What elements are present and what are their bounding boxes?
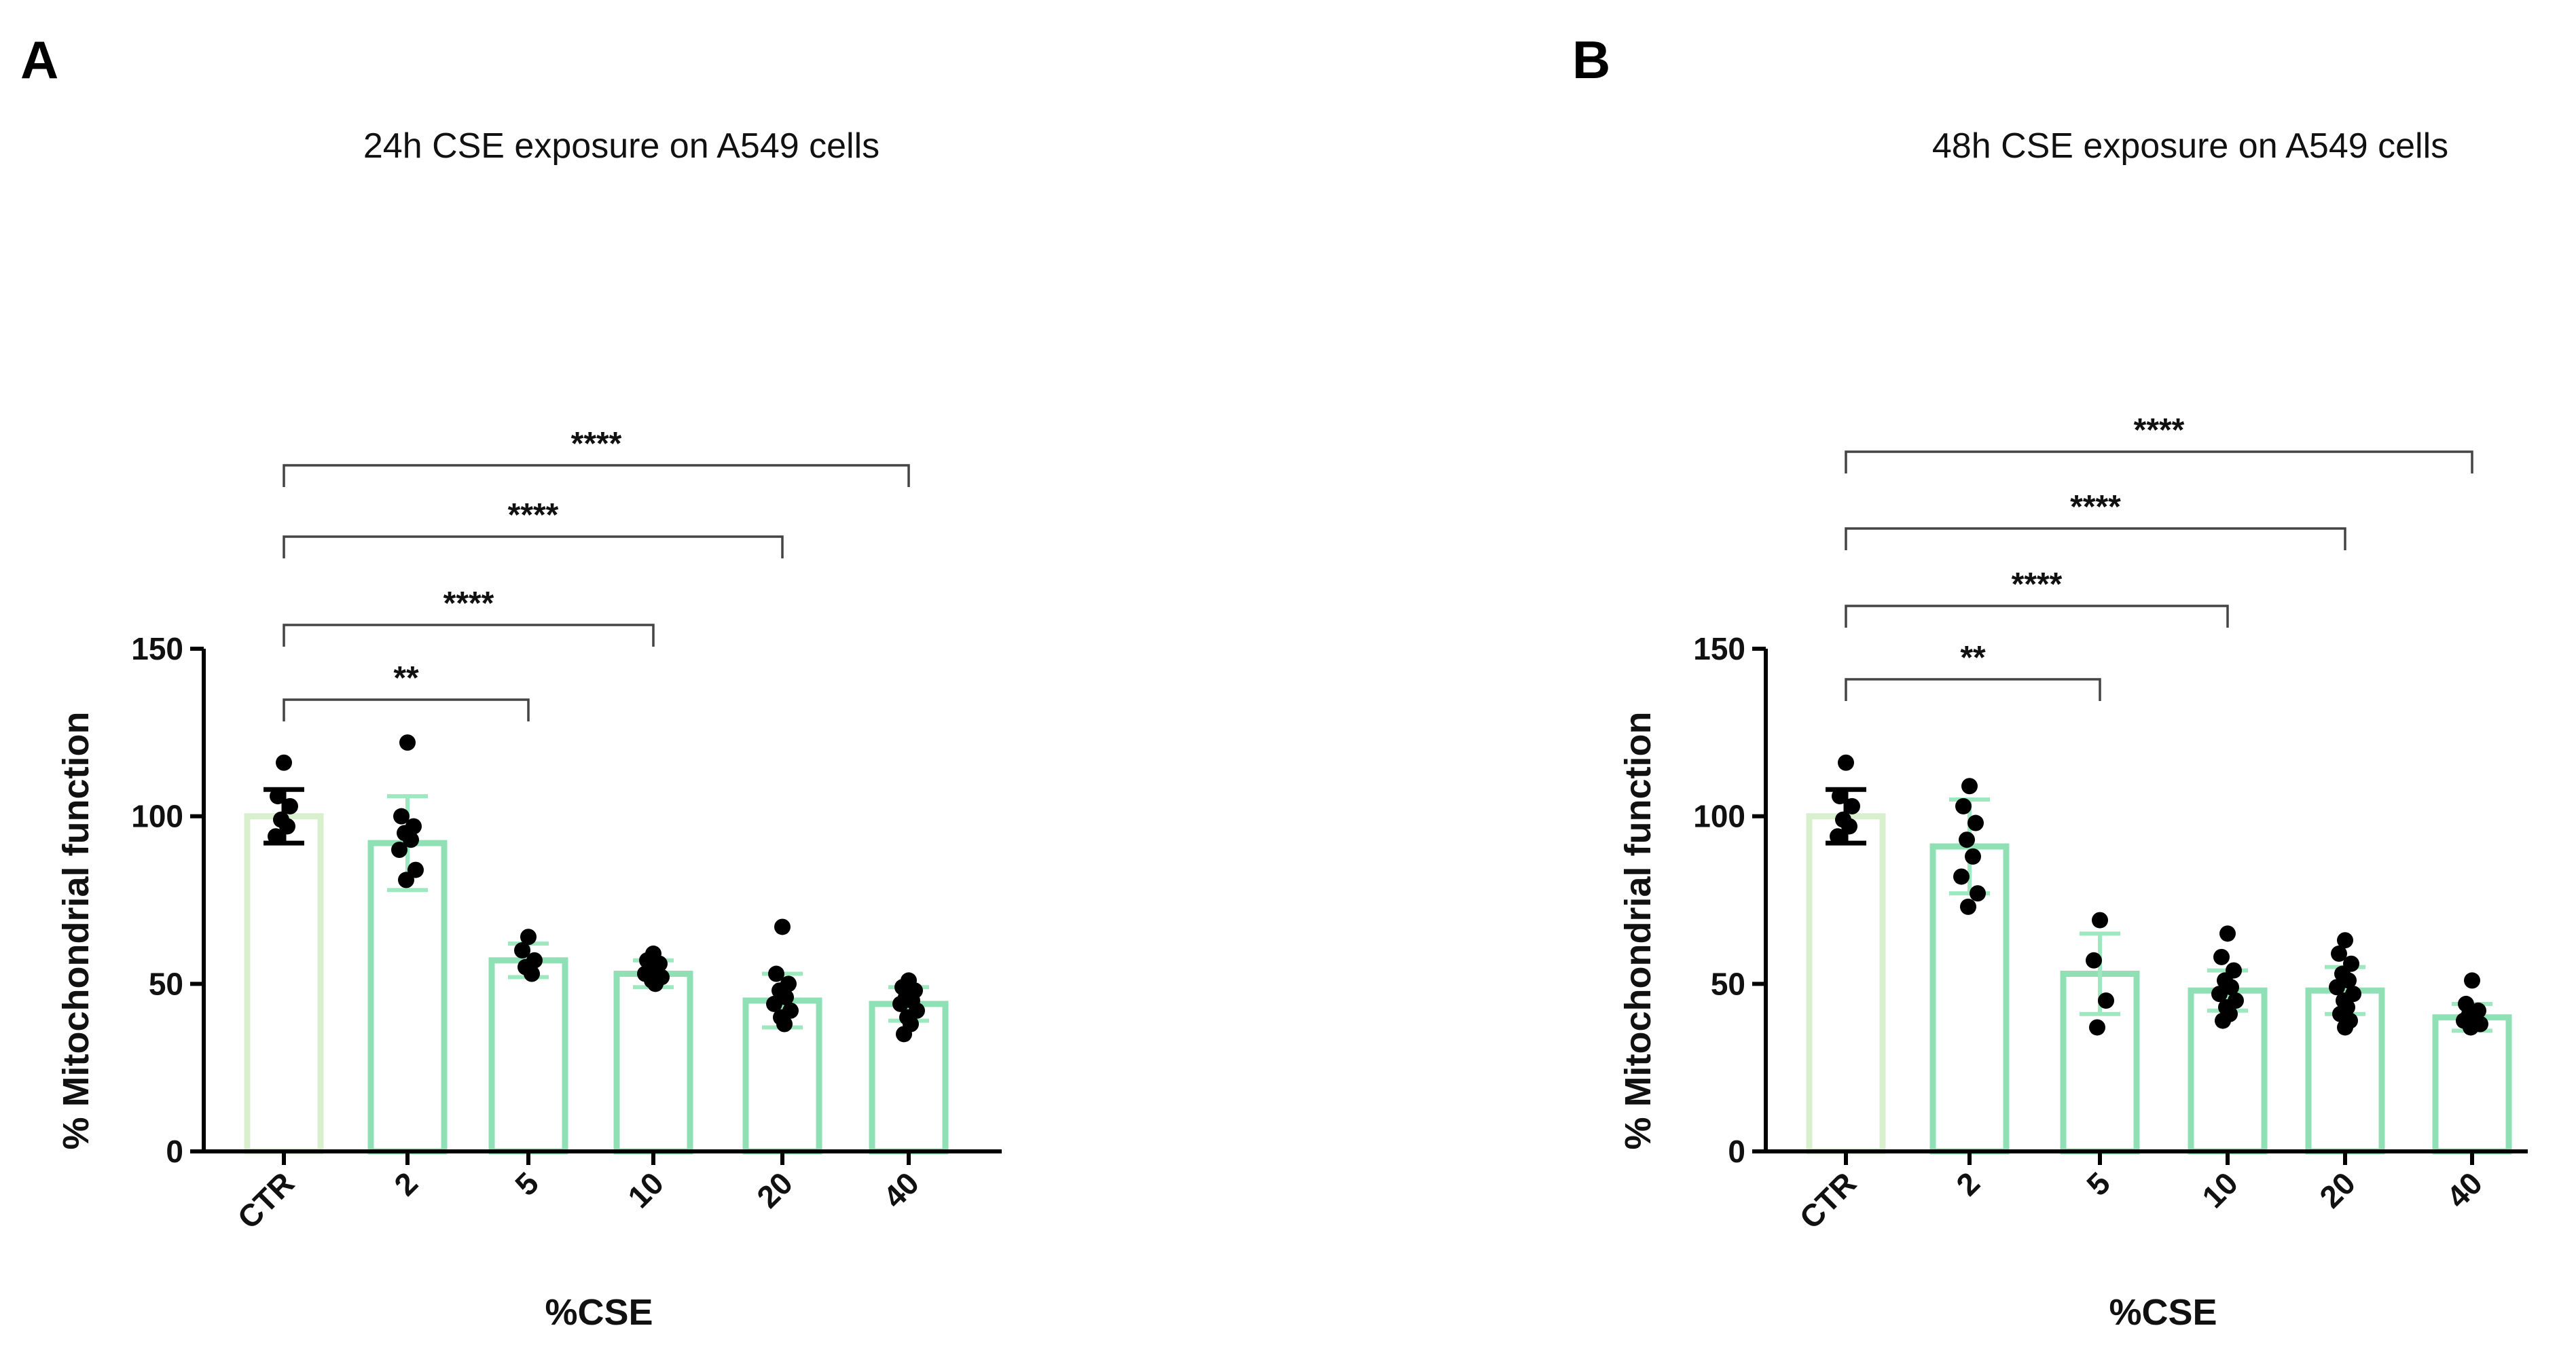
data-point: [1959, 831, 1975, 848]
data-point: [892, 995, 909, 1012]
y-axis-title: % Mitochondrial function: [1618, 712, 1658, 1150]
data-point: [2211, 986, 2228, 1003]
data-point: [2329, 979, 2345, 996]
data-point: [1953, 868, 1970, 885]
panel-label-a: A: [20, 30, 58, 90]
data-point: [776, 1016, 793, 1033]
significance-bracket: ****: [1845, 412, 2473, 473]
y-tick-label: 50: [149, 966, 183, 1001]
data-point: [1955, 797, 1972, 814]
data-point: [403, 831, 419, 848]
data-point: [2464, 972, 2480, 989]
significance-label: ****: [571, 426, 622, 462]
y-axis-title: % Mitochondrial function: [56, 712, 96, 1150]
data-point: [896, 1026, 912, 1043]
data-point: [1841, 818, 1857, 835]
data-point: [1844, 797, 1860, 814]
data-point: [520, 929, 537, 946]
bracket-line: [283, 464, 910, 487]
data-point: [1967, 814, 1984, 831]
data-point: [524, 965, 540, 982]
panel-a: A 24h CSE exposure on A549 cells % Mitoc…: [20, 30, 1002, 1333]
significance-label: ****: [2070, 489, 2121, 525]
data-point: [2098, 992, 2114, 1009]
data-point: [276, 754, 292, 771]
chart-title: 48h CSE exposure on A549 cells: [1932, 126, 2448, 166]
data-point: [1960, 898, 1976, 915]
significance-label: ****: [443, 586, 494, 622]
significance-label: ****: [508, 497, 559, 533]
y-tick-label: 100: [1693, 799, 1745, 834]
data-point: [1838, 754, 1854, 771]
significance-bracket: ****: [283, 586, 655, 647]
bracket-line: [1845, 678, 2101, 701]
data-point: [2215, 1012, 2231, 1029]
data-point: [2337, 932, 2353, 949]
significance-bracket: ****: [283, 497, 784, 558]
significance-bracket: ****: [1845, 489, 2346, 550]
y-tick-label: 0: [166, 1134, 183, 1169]
data-point: [270, 788, 286, 805]
data-point: [391, 842, 407, 858]
significance-bracket: **: [283, 660, 530, 721]
bracket-line: [1845, 450, 2473, 473]
data-point: [268, 828, 284, 845]
bar-5: [488, 957, 568, 1155]
y-tick-label: 150: [1693, 631, 1745, 666]
data-point: [2086, 952, 2102, 969]
panel-label-b: B: [1572, 30, 1610, 90]
chart-title: 24h CSE exposure on A549 cells: [363, 126, 879, 166]
data-point: [279, 818, 295, 835]
data-point: [766, 995, 782, 1012]
bracket-line: [283, 698, 530, 721]
bar-10: [613, 971, 693, 1155]
significance-bracket: **: [1845, 640, 2101, 701]
significance-label: ****: [2012, 567, 2063, 603]
data-point: [282, 797, 298, 814]
significance-label: ****: [2134, 412, 2185, 448]
bracket-line: [1845, 605, 2229, 628]
bracket-line: [283, 624, 655, 647]
data-point: [2331, 945, 2347, 962]
y-tick-label: 150: [131, 631, 183, 666]
y-tick-label: 50: [1711, 966, 1745, 1001]
data-point: [393, 808, 410, 825]
data-point: [1830, 828, 1846, 845]
data-point: [1832, 788, 1848, 805]
bar-40: [2432, 1014, 2512, 1155]
data-point: [398, 872, 414, 889]
data-point: [2219, 925, 2236, 942]
data-point: [2213, 948, 2230, 965]
data-point: [647, 975, 664, 992]
data-point: [399, 734, 416, 751]
significance-label: **: [1960, 640, 1986, 676]
significance-bracket: ****: [1845, 567, 2229, 628]
significance-bracket: ****: [283, 426, 910, 487]
bracket-line: [283, 535, 784, 558]
data-point: [1961, 778, 1978, 795]
x-axis-title: %CSE: [2109, 1292, 2217, 1333]
data-point: [768, 965, 784, 982]
data-point: [1965, 848, 1981, 865]
data-point: [2463, 1019, 2479, 1036]
significance-label: **: [393, 660, 419, 696]
bracket-line: [1845, 527, 2346, 550]
data-point: [774, 918, 791, 935]
y-tick-label: 0: [1728, 1134, 1745, 1169]
bar-ctr: [1806, 813, 1886, 1155]
data-point: [2337, 1019, 2353, 1036]
y-tick-label: 100: [131, 799, 183, 834]
data-point: [1970, 885, 1986, 902]
x-axis-title: %CSE: [545, 1292, 653, 1333]
data-point: [2092, 912, 2108, 929]
data-point: [2089, 1019, 2105, 1036]
data-point: [514, 942, 530, 958]
bar-ctr: [244, 813, 324, 1155]
